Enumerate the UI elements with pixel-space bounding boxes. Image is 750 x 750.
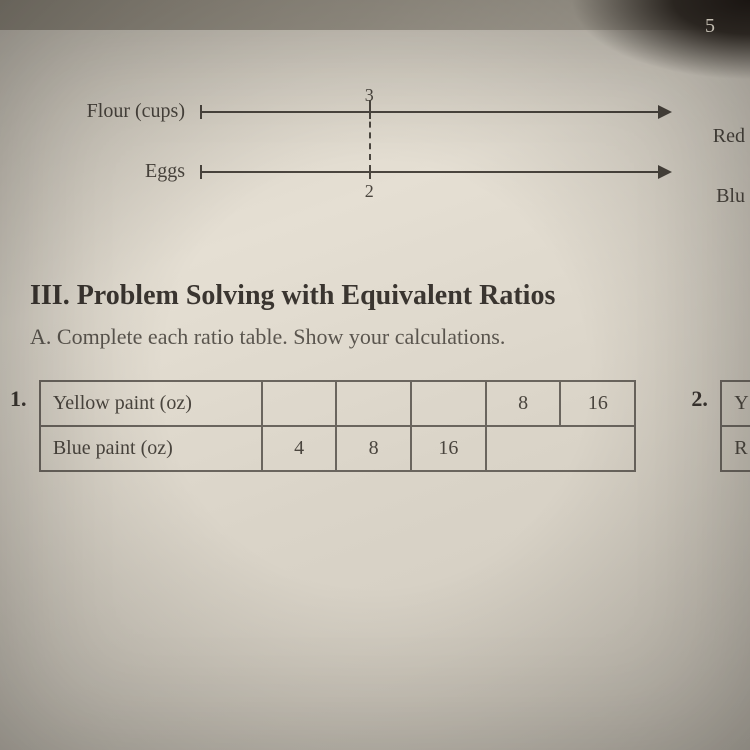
subsection-text: Complete each ratio table. Show your cal… — [57, 324, 505, 349]
numberline-label-flour: Flour (cups) — [40, 100, 200, 123]
ratio-table-2-partial: Y R — [720, 380, 750, 472]
partial-cell: R — [721, 426, 750, 471]
edge-label-blue: Blu — [716, 185, 745, 208]
numberline-row-eggs: Eggs 2 — [40, 160, 710, 183]
section-number: III. — [30, 280, 70, 311]
dotted-connector — [369, 100, 371, 160]
ratio-table-1: Yellow paint (oz) 8 16 Blue paint (oz) 4… — [39, 380, 637, 472]
table-row: Yellow paint (oz) 8 16 — [40, 381, 636, 426]
worksheet-page: Flour (cups) 3 Eggs 2 Red Blu III. Probl… — [0, 30, 750, 750]
cell: 8 — [486, 381, 560, 426]
tick-label-eggs: 2 — [365, 181, 374, 202]
numberline-flour: 3 — [200, 111, 670, 113]
table-row: R — [721, 426, 750, 471]
cell — [336, 381, 410, 426]
cell — [486, 426, 636, 471]
table-row: Blue paint (oz) 4 8 16 — [40, 426, 636, 471]
section-heading: III. Problem Solving with Equivalent Rat… — [30, 280, 750, 312]
photo-corner-shadow — [570, 0, 750, 80]
table-row: Y — [721, 381, 750, 426]
row1-header: Yellow paint (oz) — [40, 381, 262, 426]
double-number-line-diagram: Flour (cups) 3 Eggs 2 — [40, 70, 710, 220]
cell: 4 — [262, 426, 336, 471]
cell: 16 — [560, 381, 635, 426]
row2-header: Blue paint (oz) — [40, 426, 262, 471]
page-corner-number: 5 — [705, 15, 715, 38]
section-title: Problem Solving with Equivalent Ratios — [77, 280, 556, 311]
cell — [411, 381, 486, 426]
edge-label-red: Red — [713, 125, 745, 148]
cell: 16 — [411, 426, 486, 471]
numberline-row-flour: Flour (cups) 3 — [40, 100, 710, 123]
subsection-heading: A. Complete each ratio table. Show your … — [30, 324, 750, 350]
numberline-label-eggs: Eggs — [40, 160, 200, 183]
subsection-letter: A. — [30, 324, 51, 349]
cell — [262, 381, 336, 426]
problem-2-container: 2. Y R — [691, 380, 750, 472]
problem-row: 1. Yellow paint (oz) 8 16 Blue paint (oz… — [10, 380, 750, 472]
tick-eggs — [369, 165, 371, 179]
cell: 8 — [336, 426, 410, 471]
partial-cell: Y — [721, 381, 750, 426]
problem-1-number: 1. — [10, 380, 39, 412]
problem-2-number: 2. — [691, 380, 720, 412]
numberline-eggs: 2 — [200, 171, 670, 173]
